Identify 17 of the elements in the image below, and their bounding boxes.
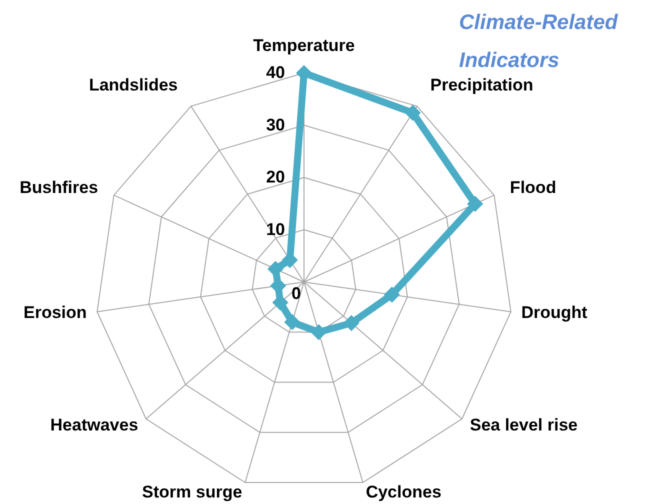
spoke-label: Drought xyxy=(521,303,588,322)
spoke-label: Sea level rise xyxy=(470,416,578,435)
y-tick-label: 0 xyxy=(292,284,301,303)
spoke-label: Flood xyxy=(510,178,556,197)
chart-title: Climate-Related Indicators xyxy=(459,11,619,72)
spoke-label: Bushfires xyxy=(20,178,98,197)
y-tick-label: 10 xyxy=(266,220,285,239)
spoke-label: Temperature xyxy=(253,36,355,55)
spoke-label: Erosion xyxy=(23,303,87,322)
spoke-label: Heatwaves xyxy=(50,416,138,435)
spoke-label: Precipitation xyxy=(430,76,534,95)
y-tick-label: 30 xyxy=(266,115,285,134)
y-tick-label: 20 xyxy=(266,168,285,186)
spoke-label: Storm surge xyxy=(142,482,242,502)
spoke-label: Landslides xyxy=(88,76,178,95)
spoke-label: Cyclones xyxy=(366,482,442,502)
y-tick-label: 40 xyxy=(266,63,285,82)
